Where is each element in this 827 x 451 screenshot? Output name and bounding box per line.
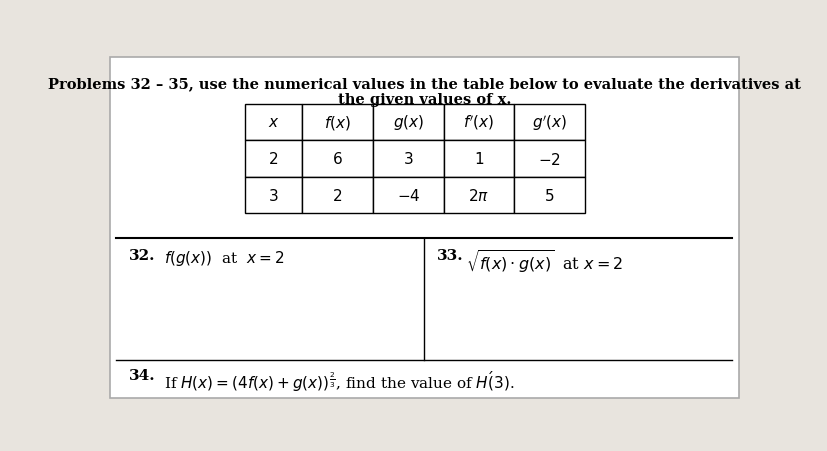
Text: $-4$: $-4$ xyxy=(396,188,419,203)
Text: $-2$: $-2$ xyxy=(538,151,560,167)
Text: $\sqrt{f(x) \cdot g(x)}$  at $x = 2$: $\sqrt{f(x) \cdot g(x)}$ at $x = 2$ xyxy=(466,249,623,276)
Bar xyxy=(514,105,584,141)
Text: If $H(x) = \left(4f(x) + g(x)\right)^{\frac{2}{3}}$, find the value of $H\'(3)$.: If $H(x) = \left(4f(x) + g(x)\right)^{\f… xyxy=(165,368,514,393)
Bar xyxy=(372,141,443,177)
Text: $x$: $x$ xyxy=(267,115,279,130)
Bar xyxy=(302,177,372,214)
Text: 33.: 33. xyxy=(437,249,463,262)
Bar xyxy=(372,177,443,214)
Text: $2\pi$: $2\pi$ xyxy=(468,188,489,203)
Text: $g(x)$: $g(x)$ xyxy=(392,113,423,132)
FancyBboxPatch shape xyxy=(110,58,738,398)
Text: 2: 2 xyxy=(269,152,278,167)
Text: $f'(x)$: $f'(x)$ xyxy=(462,113,494,132)
Text: 3: 3 xyxy=(403,152,413,167)
Bar xyxy=(302,105,372,141)
Text: 3: 3 xyxy=(268,188,278,203)
Text: 1: 1 xyxy=(474,152,483,167)
Text: $f(g(x))$  at  $x = 2$: $f(g(x))$ at $x = 2$ xyxy=(165,249,284,267)
Text: 32.: 32. xyxy=(129,249,155,262)
Text: 6: 6 xyxy=(332,152,342,167)
Bar xyxy=(443,141,514,177)
Bar xyxy=(372,105,443,141)
Text: 34.: 34. xyxy=(129,368,155,382)
Bar xyxy=(514,177,584,214)
Bar xyxy=(443,105,514,141)
Bar xyxy=(245,177,302,214)
Text: Problems 32 – 35, use the numerical values in the table below to evaluate the de: Problems 32 – 35, use the numerical valu… xyxy=(48,77,800,91)
Text: $f(x)$: $f(x)$ xyxy=(324,114,351,132)
Text: 5: 5 xyxy=(544,188,553,203)
Bar xyxy=(443,177,514,214)
Bar xyxy=(302,141,372,177)
Text: 2: 2 xyxy=(332,188,342,203)
Bar xyxy=(245,141,302,177)
Bar xyxy=(245,105,302,141)
Text: $g'(x)$: $g'(x)$ xyxy=(531,113,566,133)
Bar xyxy=(514,141,584,177)
Text: the given values of x.: the given values of x. xyxy=(337,92,510,106)
